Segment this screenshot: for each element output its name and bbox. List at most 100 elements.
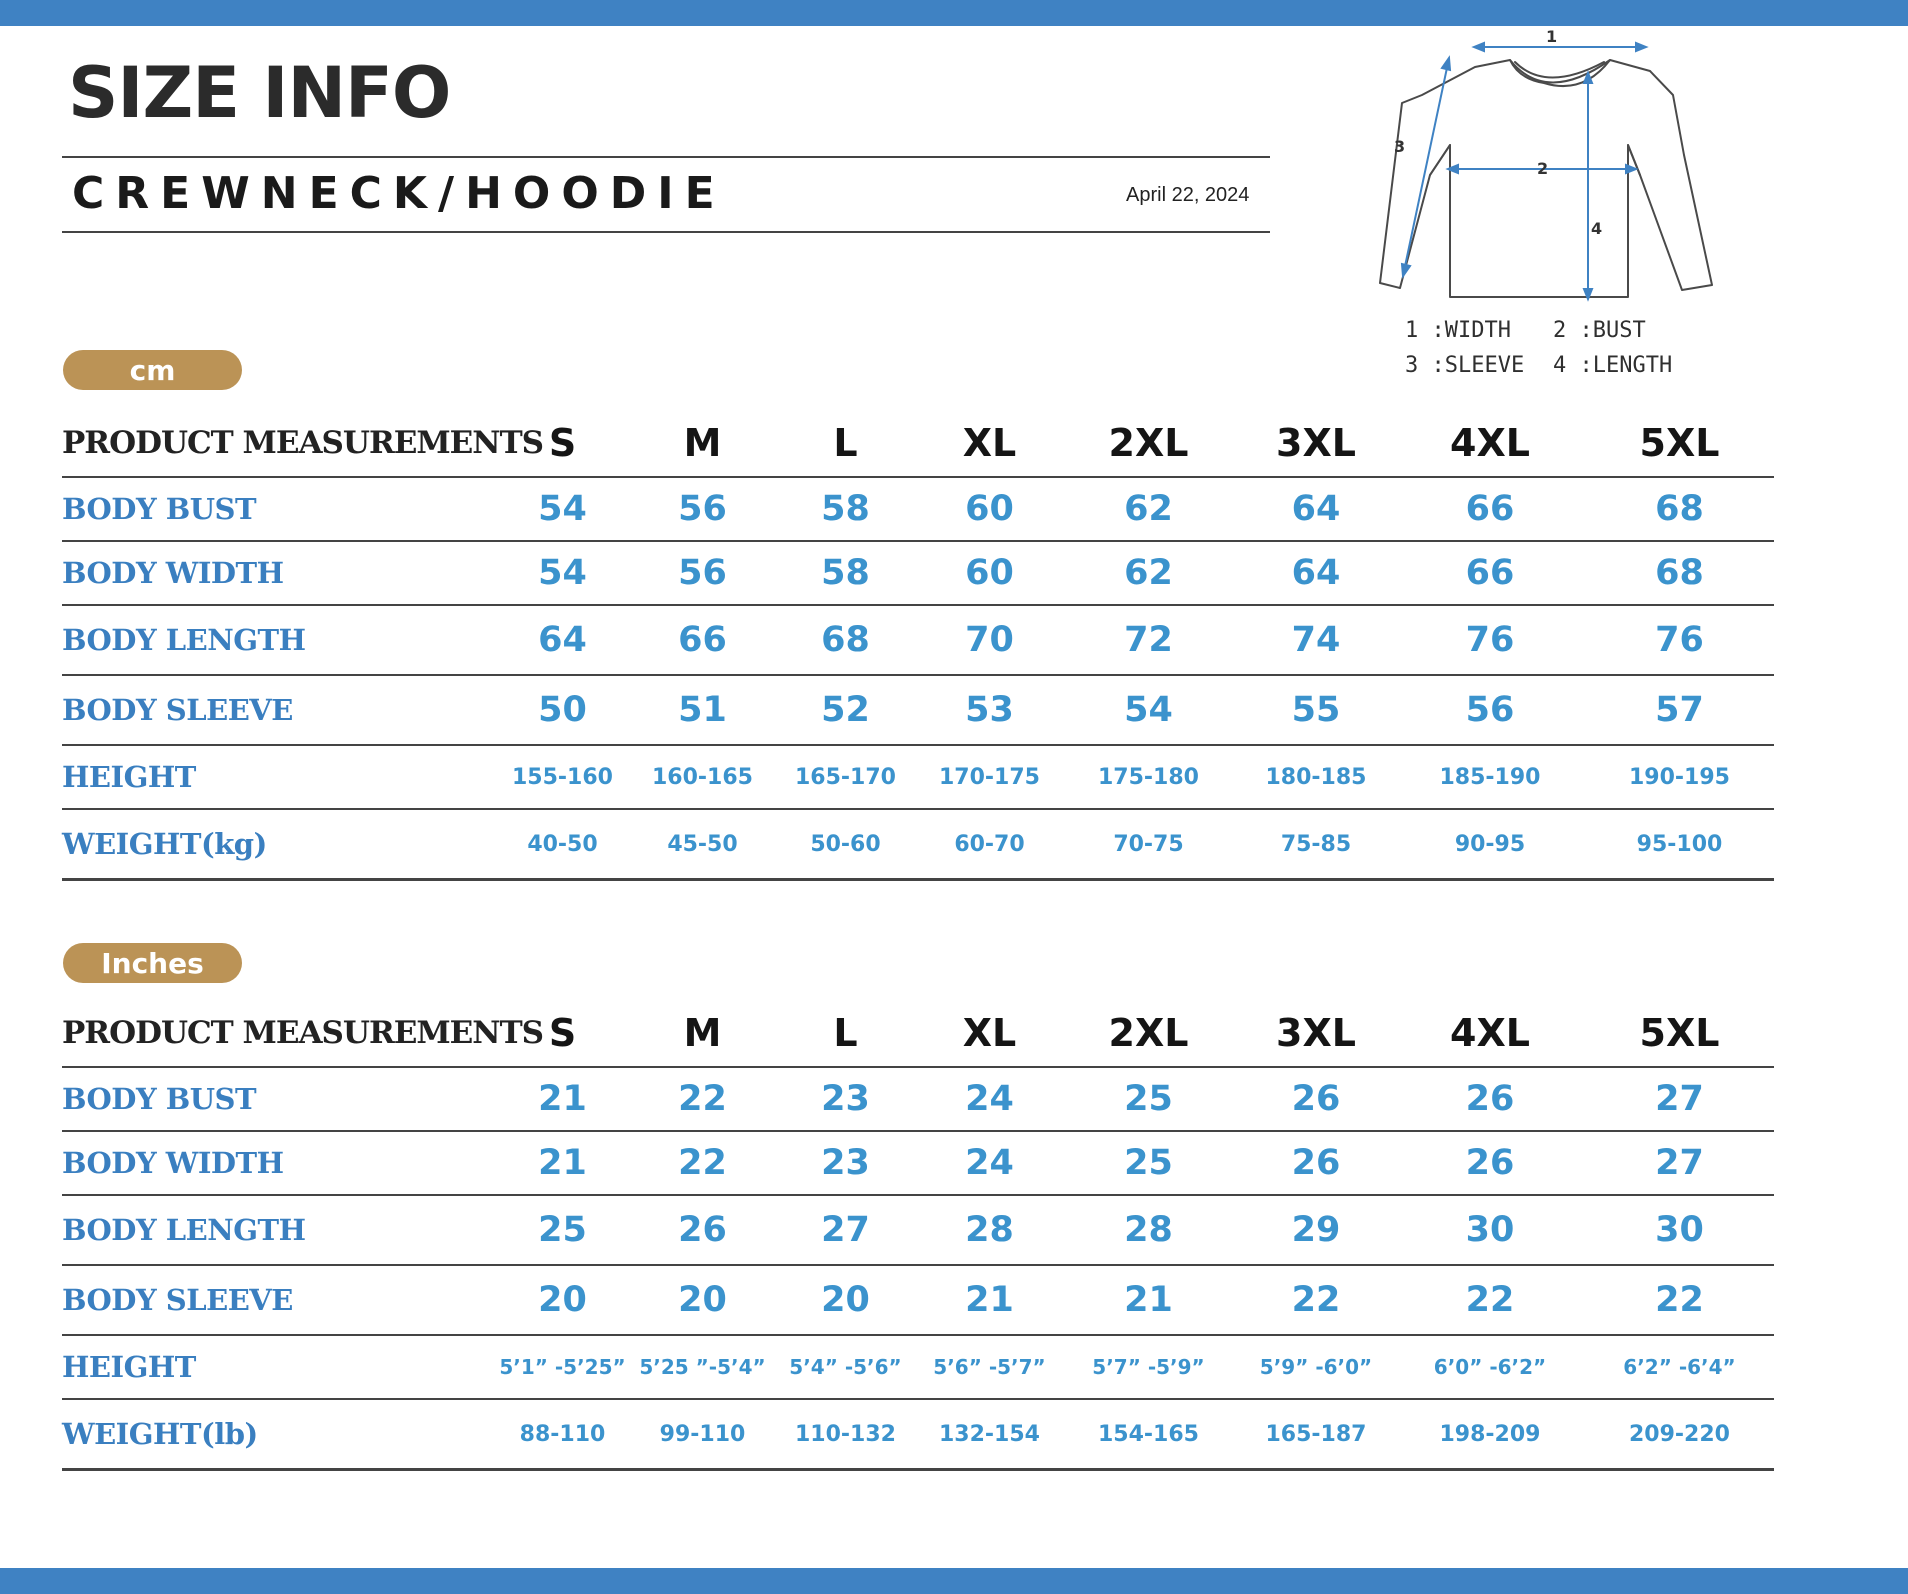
size-header: S: [492, 410, 633, 478]
cell-value: 132-154: [919, 1399, 1060, 1471]
marker-3: 3: [1394, 137, 1405, 156]
cell-value: 209-220: [1585, 1399, 1774, 1471]
cell-value: 26: [1395, 1131, 1585, 1196]
cell-value: 6’0” -6’2”: [1395, 1335, 1585, 1400]
table-row: BODY BUST 21 22 23 24 25 26 26 27: [62, 1067, 1774, 1132]
cell-value: 21: [492, 1067, 633, 1132]
cell-value: 30: [1395, 1195, 1585, 1266]
table-row: HEIGHT 5’1” -5’25” 5’25 ”-5’4” 5’4” -5’6…: [62, 1335, 1774, 1400]
cell-value: 52: [772, 675, 919, 746]
size-table-cm: PRODUCT MEASUREMENTS S M L XL 2XL 3XL 4X…: [62, 410, 1774, 881]
cell-value: 51: [633, 675, 772, 746]
cell-value: 160-165: [633, 745, 772, 810]
size-header: M: [633, 1000, 772, 1068]
legend-sleeve: 3 :SLEEVE: [1405, 353, 1525, 378]
table-header-row: PRODUCT MEASUREMENTS S M L XL 2XL 3XL 4X…: [62, 410, 1774, 478]
cell-value: 154-165: [1060, 1399, 1237, 1471]
cell-value: 45-50: [633, 809, 772, 881]
cell-value: 27: [772, 1195, 919, 1266]
cell-value: 25: [1060, 1131, 1237, 1196]
cell-value: 185-190: [1395, 745, 1585, 810]
cell-value: 30: [1585, 1195, 1774, 1266]
row-label: WEIGHT(kg): [62, 809, 492, 881]
cell-value: 26: [1237, 1131, 1395, 1196]
cell-value: 54: [492, 477, 633, 542]
cell-value: 90-95: [1395, 809, 1585, 881]
size-header: 5XL: [1585, 410, 1774, 478]
marker-1: 1: [1546, 27, 1557, 46]
cell-value: 21: [492, 1131, 633, 1196]
cell-value: 64: [1237, 541, 1395, 606]
size-table-inches: PRODUCT MEASUREMENTS S M L XL 2XL 3XL 4X…: [62, 1000, 1774, 1471]
marker-2: 2: [1537, 159, 1548, 178]
bottom-accent-bar: [0, 1568, 1908, 1594]
cell-value: 23: [772, 1131, 919, 1196]
cell-value: 74: [1237, 605, 1395, 676]
legend-bust: 2 :BUST: [1553, 318, 1646, 343]
cell-value: 22: [1237, 1265, 1395, 1336]
cell-value: 64: [492, 605, 633, 676]
size-header: 3XL: [1237, 1000, 1395, 1068]
cell-value: 66: [1395, 541, 1585, 606]
legend-width: 1 :WIDTH: [1405, 318, 1511, 343]
cell-value: 70-75: [1060, 809, 1237, 881]
cell-value: 170-175: [919, 745, 1060, 810]
cell-value: 198-209: [1395, 1399, 1585, 1471]
row-label: BODY BUST: [62, 1067, 492, 1132]
cell-value: 24: [919, 1131, 1060, 1196]
cell-value: 60: [919, 477, 1060, 542]
cell-value: 22: [1585, 1265, 1774, 1336]
size-header: 3XL: [1237, 410, 1395, 478]
cell-value: 68: [772, 605, 919, 676]
cell-value: 5’9” -6’0”: [1237, 1335, 1395, 1400]
table-row: BODY WIDTH 54 56 58 60 62 64 66 68: [62, 541, 1774, 606]
cell-value: 88-110: [492, 1399, 633, 1471]
cell-value: 20: [633, 1265, 772, 1336]
cell-value: 55: [1237, 675, 1395, 746]
cell-value: 56: [633, 477, 772, 542]
table-row: WEIGHT(kg) 40-50 45-50 50-60 60-70 70-75…: [62, 809, 1774, 881]
cell-value: 62: [1060, 477, 1237, 542]
cell-value: 155-160: [492, 745, 633, 810]
cell-value: 29: [1237, 1195, 1395, 1266]
cell-value: 66: [1395, 477, 1585, 542]
cell-value: 70: [919, 605, 1060, 676]
cell-value: 5’1” -5’25”: [492, 1335, 633, 1400]
cell-value: 26: [633, 1195, 772, 1266]
crewneck-measurement-diagram: 1 2 3 4: [1379, 27, 1713, 302]
table-row: BODY SLEEVE 20 20 20 21 21 22 22 22: [62, 1265, 1774, 1336]
table-row: BODY LENGTH 25 26 27 28 28 29 30 30: [62, 1195, 1774, 1266]
cell-value: 66: [633, 605, 772, 676]
row-label: BODY WIDTH: [62, 541, 492, 606]
cell-value: 56: [633, 541, 772, 606]
cell-value: 175-180: [1060, 745, 1237, 810]
cell-value: 50-60: [772, 809, 919, 881]
cell-value: 165-187: [1237, 1399, 1395, 1471]
cell-value: 20: [492, 1265, 633, 1336]
cell-value: 76: [1395, 605, 1585, 676]
cell-value: 22: [633, 1131, 772, 1196]
cell-value: 5’4” -5’6”: [772, 1335, 919, 1400]
size-header: 2XL: [1060, 1000, 1237, 1068]
cell-value: 20: [772, 1265, 919, 1336]
table-row: HEIGHT 155-160 160-165 165-170 170-175 1…: [62, 745, 1774, 810]
row-label: HEIGHT: [62, 745, 492, 810]
cell-value: 5’7” -5’9”: [1060, 1335, 1237, 1400]
top-accent-bar: [0, 0, 1908, 26]
cell-value: 165-170: [772, 745, 919, 810]
cell-value: 40-50: [492, 809, 633, 881]
row-label: BODY SLEEVE: [62, 1265, 492, 1336]
row-label: HEIGHT: [62, 1335, 492, 1400]
table-row: BODY BUST 54 56 58 60 62 64 66 68: [62, 477, 1774, 542]
cell-value: 24: [919, 1067, 1060, 1132]
size-header: 2XL: [1060, 410, 1237, 478]
title-divider-bottom: [62, 231, 1270, 233]
size-header: L: [772, 410, 919, 478]
cell-value: 23: [772, 1067, 919, 1132]
row-label: BODY WIDTH: [62, 1131, 492, 1196]
cell-value: 54: [492, 541, 633, 606]
cell-value: 22: [1395, 1265, 1585, 1336]
size-header: S: [492, 1000, 633, 1068]
cell-value: 60: [919, 541, 1060, 606]
row-label: BODY LENGTH: [62, 605, 492, 676]
